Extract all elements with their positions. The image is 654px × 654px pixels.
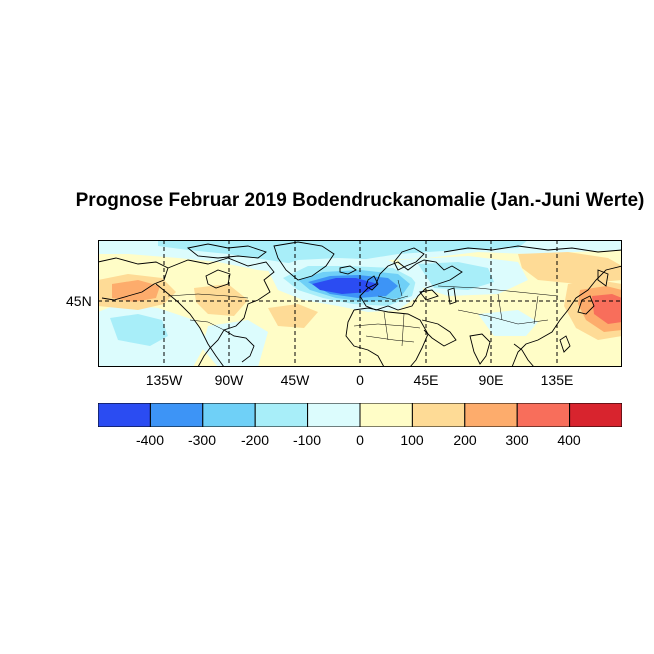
coast-scandinavia	[393, 247, 425, 271]
colorbar	[98, 403, 622, 427]
anomaly-region-tropics	[318, 332, 568, 367]
colorbar-swatch	[569, 403, 622, 427]
colorbar-label-0: 0	[356, 432, 364, 448]
coast-black-sea	[419, 289, 439, 301]
lon-label-90e: 90E	[478, 372, 504, 388]
border-africa-3	[383, 311, 389, 341]
coast-japan	[577, 295, 595, 315]
colorbar-label-100: 100	[400, 432, 424, 448]
lon-label-0: 0	[356, 372, 364, 388]
borders	[167, 279, 559, 347]
colorbar-swatch	[359, 403, 413, 427]
coast-arctic-islands	[186, 243, 267, 259]
border-africa-4	[401, 313, 405, 347]
anomaly-region-east-pacific-inner	[110, 314, 168, 346]
coast-philippines	[559, 335, 571, 353]
border-asia-2	[457, 309, 549, 325]
coast-hudson-bay	[205, 269, 231, 289]
coast-asia-north	[443, 245, 622, 253]
coast-gulf	[223, 329, 255, 363]
anomaly-region-nw-america	[194, 284, 248, 316]
coast-southeast-asia	[513, 343, 535, 367]
anomaly-region-siberia	[518, 252, 622, 284]
coast-britain	[365, 275, 379, 291]
anomaly-region-arabia	[478, 310, 538, 336]
border-asia-1	[437, 285, 559, 297]
graticule	[98, 240, 622, 367]
colorbar-swatch	[98, 403, 151, 427]
coast-europe	[359, 259, 463, 311]
colorbar-swatch	[149, 403, 204, 427]
border-asia-4	[533, 295, 539, 325]
coast-caspian	[447, 287, 457, 305]
coast-greenland	[273, 241, 335, 281]
coast-alaska	[98, 257, 169, 301]
map-canvas	[98, 240, 622, 367]
lat-label-45n: 45N	[66, 293, 92, 309]
lon-label-45w: 45W	[280, 372, 310, 388]
coast-west-america	[155, 283, 225, 367]
colorbar-label-400: 400	[557, 432, 581, 448]
border-us-canada	[167, 293, 249, 299]
lon-label-45e: 45E	[413, 372, 439, 388]
anomaly-region-central-atlantic	[268, 304, 318, 328]
colorbar-swatch	[254, 403, 309, 427]
colorbar-swatch	[202, 403, 256, 427]
coast-africa	[353, 307, 429, 367]
border-europe-1	[377, 295, 409, 301]
coast-north-america	[167, 257, 275, 367]
border-us-mexico	[189, 319, 225, 331]
colorbar-label-m300: -300	[187, 432, 217, 448]
coastlines	[98, 241, 622, 367]
anomaly-region-atlantic-m400	[312, 278, 378, 294]
coast-kamchatka	[597, 269, 609, 287]
colorbar-label-m200: -200	[240, 432, 270, 448]
coast-india	[469, 333, 491, 365]
anomaly-map	[98, 240, 622, 367]
border-asia-3	[497, 293, 503, 321]
anomaly-region-alaska-inner	[112, 280, 160, 302]
lon-label-90w: 90W	[214, 372, 244, 388]
coast-west-africa	[345, 309, 385, 367]
colorbar-swatch	[411, 403, 466, 427]
coast-arabia	[421, 319, 457, 347]
anomaly-region-gulf	[202, 320, 268, 367]
map-title: Prognose Februar 2019 Bodendruckanomalie…	[75, 190, 645, 211]
border-africa-2	[365, 335, 415, 343]
coast-iceland	[339, 265, 357, 275]
border-africa-1	[353, 323, 421, 329]
map-frame	[98, 240, 622, 367]
colorbar-label-300: 300	[505, 432, 529, 448]
border-europe-2	[397, 279, 403, 297]
lon-label-135e: 135E	[540, 372, 574, 388]
lon-label-135w: 135W	[145, 372, 183, 388]
colorbar-swatch	[307, 403, 361, 427]
colorbar-label-m100: -100	[292, 432, 322, 448]
anomaly-region-nw-pacific-400	[592, 294, 622, 324]
colorbar-label-200: 200	[453, 432, 477, 448]
colorbar-swatch	[464, 403, 518, 427]
colorbar-swatch	[516, 403, 571, 427]
colorbar-label-m400: -400	[135, 432, 165, 448]
